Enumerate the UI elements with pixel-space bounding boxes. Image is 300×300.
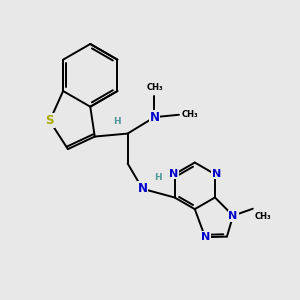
Text: N: N [169,169,178,178]
Text: N: N [228,211,238,221]
Text: CH₃: CH₃ [146,83,163,92]
Text: S: S [45,114,54,128]
Text: N: N [200,232,210,242]
Text: N: N [212,169,221,178]
Text: CH₃: CH₃ [254,212,271,221]
Text: CH₃: CH₃ [182,110,198,119]
Text: H: H [154,173,162,182]
Text: N: N [149,111,160,124]
Text: N: N [137,182,148,195]
Text: H: H [113,116,121,125]
